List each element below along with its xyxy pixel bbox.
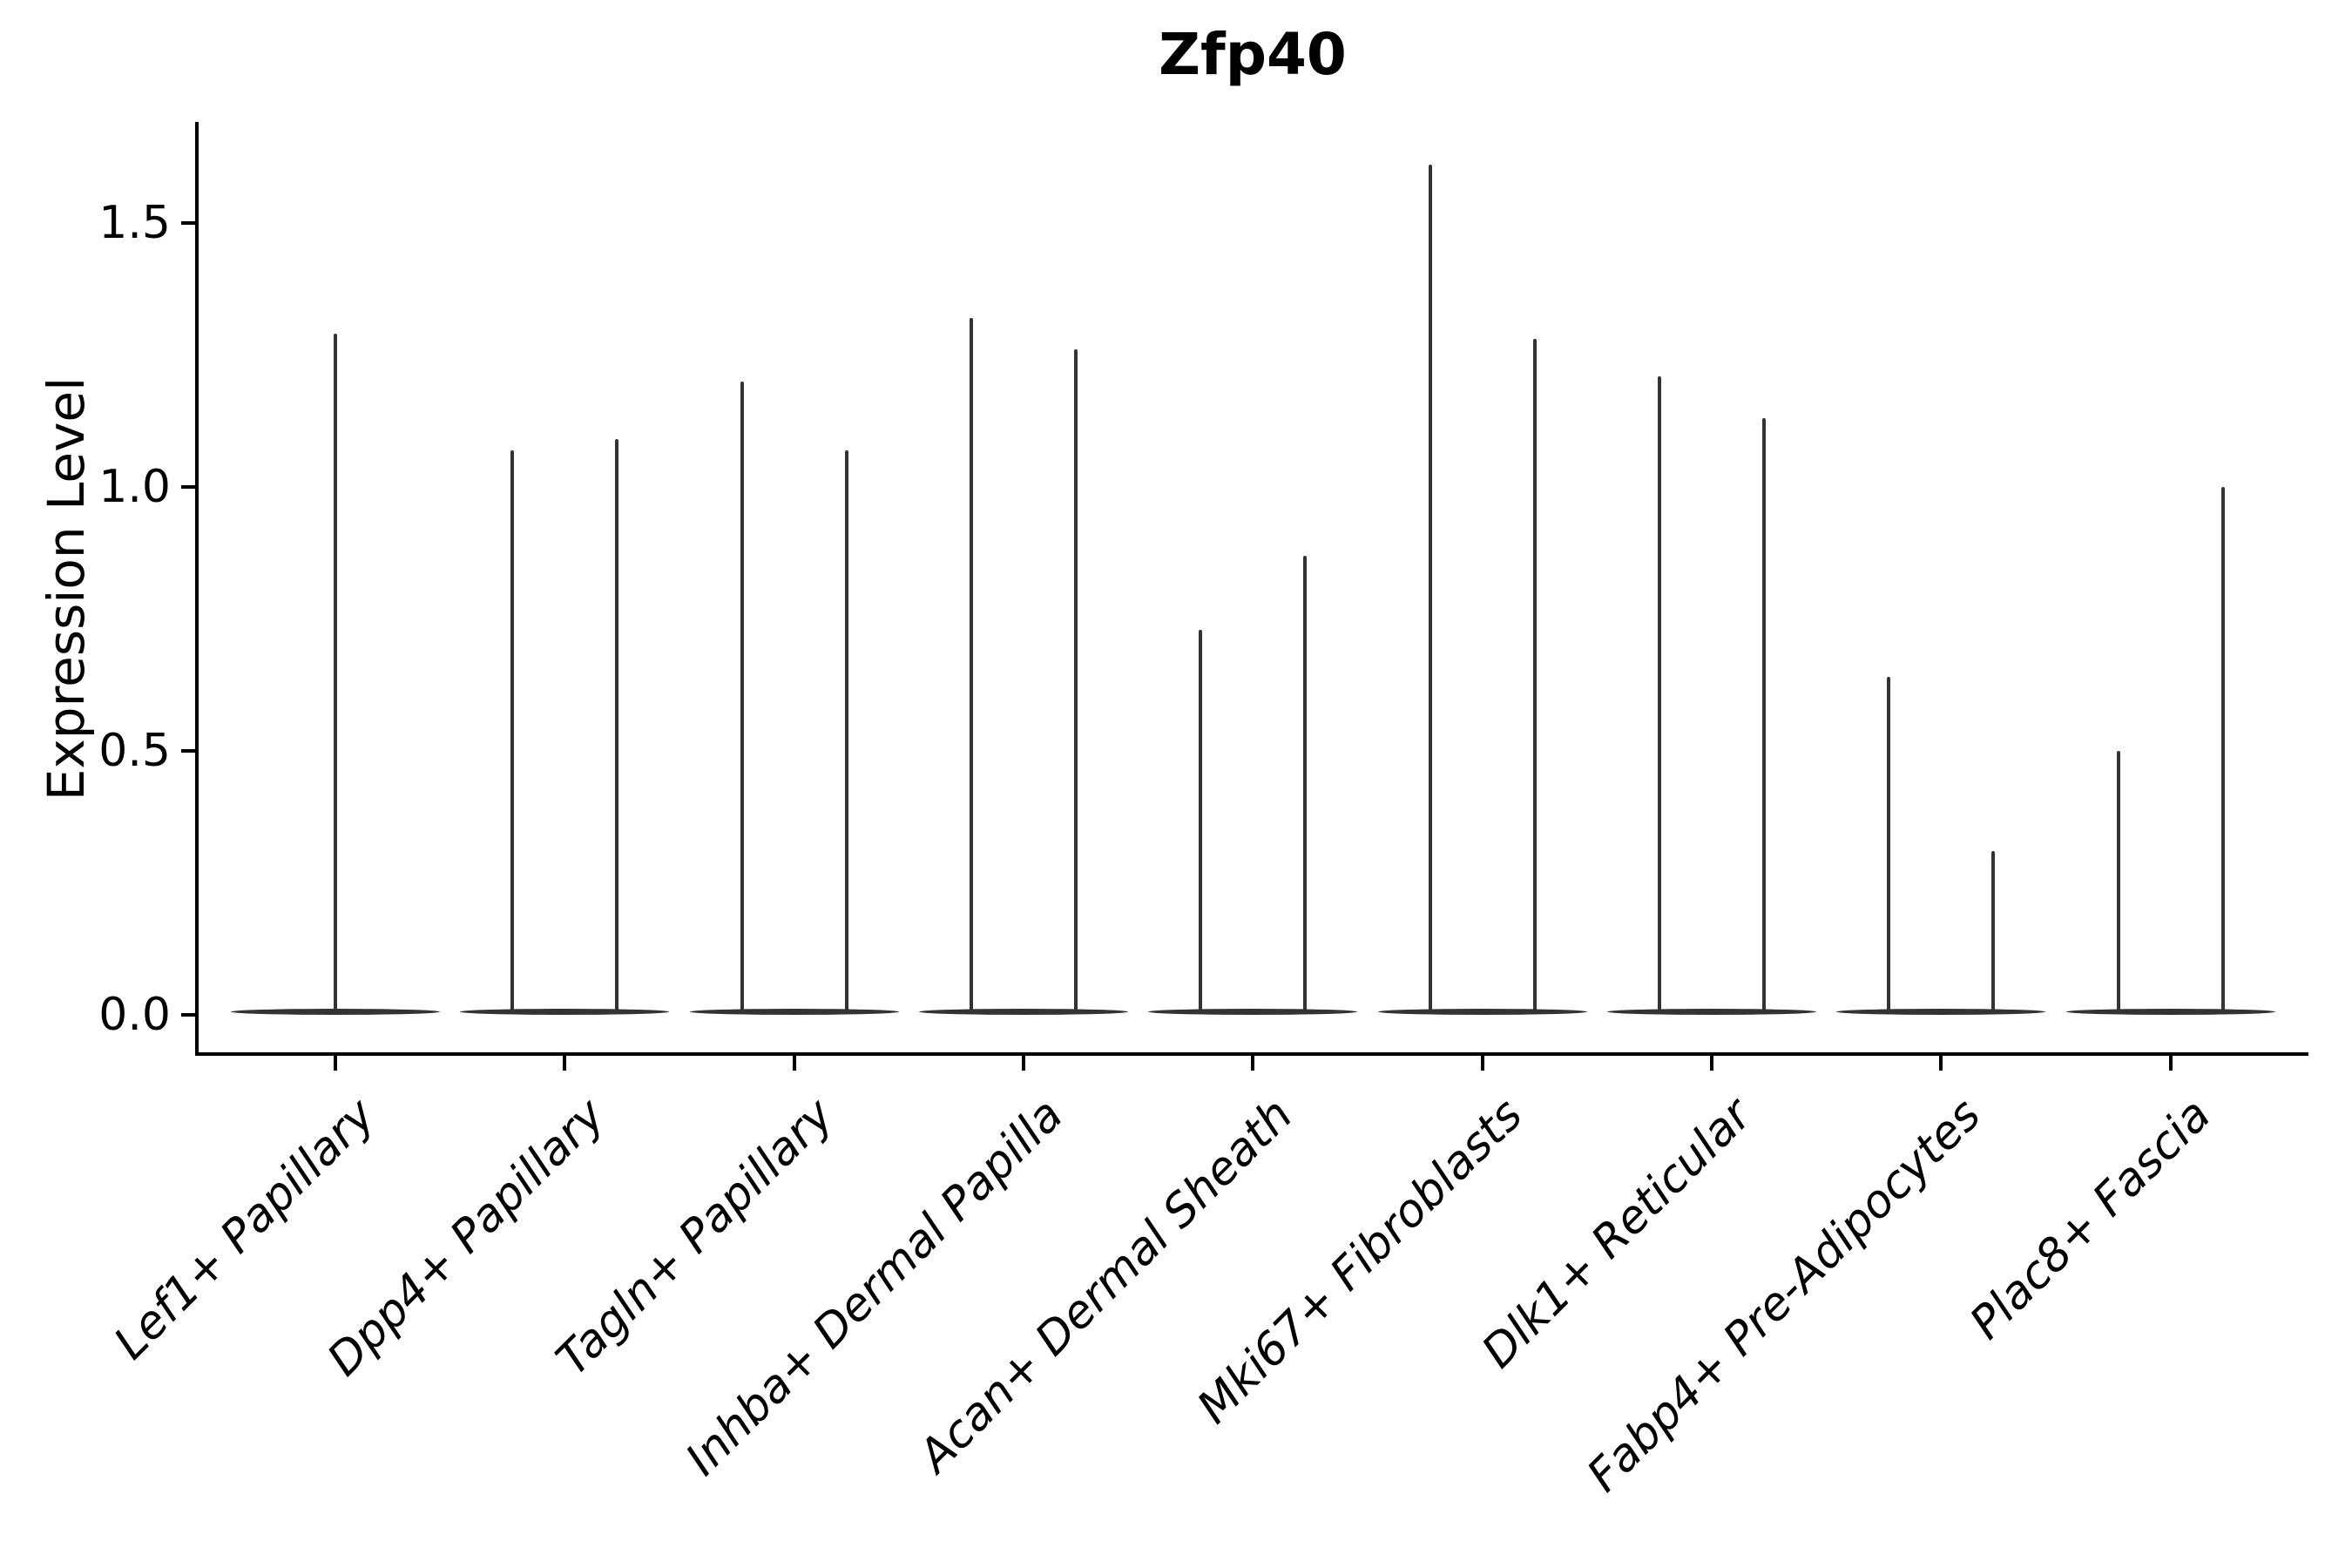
violin-body <box>1148 1009 1358 1015</box>
x-tick-mark <box>334 1056 337 1071</box>
violin-spike <box>1428 165 1432 1012</box>
violin-body <box>2065 1009 2275 1015</box>
plot-title: Zfp40 <box>1159 21 1347 88</box>
y-tick-label: 0.5 <box>98 725 171 777</box>
x-tick-mark <box>1251 1056 1255 1071</box>
x-tick-label: Acan+ Dermal Sheath <box>909 1088 1303 1483</box>
violin-body <box>1377 1009 1587 1015</box>
violin-spike <box>1199 629 1203 1012</box>
y-tick-mark <box>181 1013 195 1017</box>
violin-body <box>1607 1009 1817 1015</box>
y-tick-label: 1.5 <box>98 197 171 249</box>
violin-spike <box>1887 677 1891 1012</box>
violin-body <box>689 1009 899 1015</box>
violin-spike <box>1303 555 1308 1012</box>
violin-spike <box>2116 751 2120 1012</box>
x-tick-mark <box>563 1056 567 1071</box>
violin-body <box>919 1009 1129 1015</box>
x-tick-mark <box>2168 1056 2173 1071</box>
y-tick-label: 0.0 <box>98 989 171 1041</box>
violin-spike <box>1074 349 1078 1012</box>
violin-body <box>460 1009 670 1015</box>
x-tick-label: Fabp4+ Pre-Adipocytes <box>1578 1088 1991 1503</box>
y-tick-label: 1.0 <box>98 461 171 513</box>
x-tick-mark <box>1939 1056 1943 1071</box>
x-tick-label: Inhba+ Dermal Papilla <box>676 1088 1074 1486</box>
violin-spike <box>1762 418 1767 1012</box>
x-axis-spine <box>195 1052 2308 1056</box>
violin-spike <box>970 318 974 1012</box>
violin-spike <box>1532 339 1537 1012</box>
violin-body <box>1836 1009 2046 1015</box>
y-tick-mark <box>181 485 195 489</box>
violin-spike <box>1991 851 1996 1012</box>
x-tick-mark <box>1480 1056 1484 1071</box>
violin-spike <box>2220 487 2225 1012</box>
x-tick-label: Plac8+ Fascia <box>1959 1088 2221 1350</box>
y-axis-spine <box>195 122 199 1056</box>
violin-spike <box>1658 375 1662 1012</box>
violin-spike <box>334 334 337 1012</box>
x-tick-mark <box>1710 1056 1714 1071</box>
violin-spike <box>740 381 744 1012</box>
y-tick-mark <box>181 749 195 753</box>
violin-spike <box>615 439 619 1012</box>
violin-spike <box>510 449 515 1012</box>
violin-spike <box>844 449 848 1012</box>
x-tick-mark <box>792 1056 796 1071</box>
x-tick-mark <box>1022 1056 1026 1071</box>
y-tick-mark <box>181 221 195 225</box>
